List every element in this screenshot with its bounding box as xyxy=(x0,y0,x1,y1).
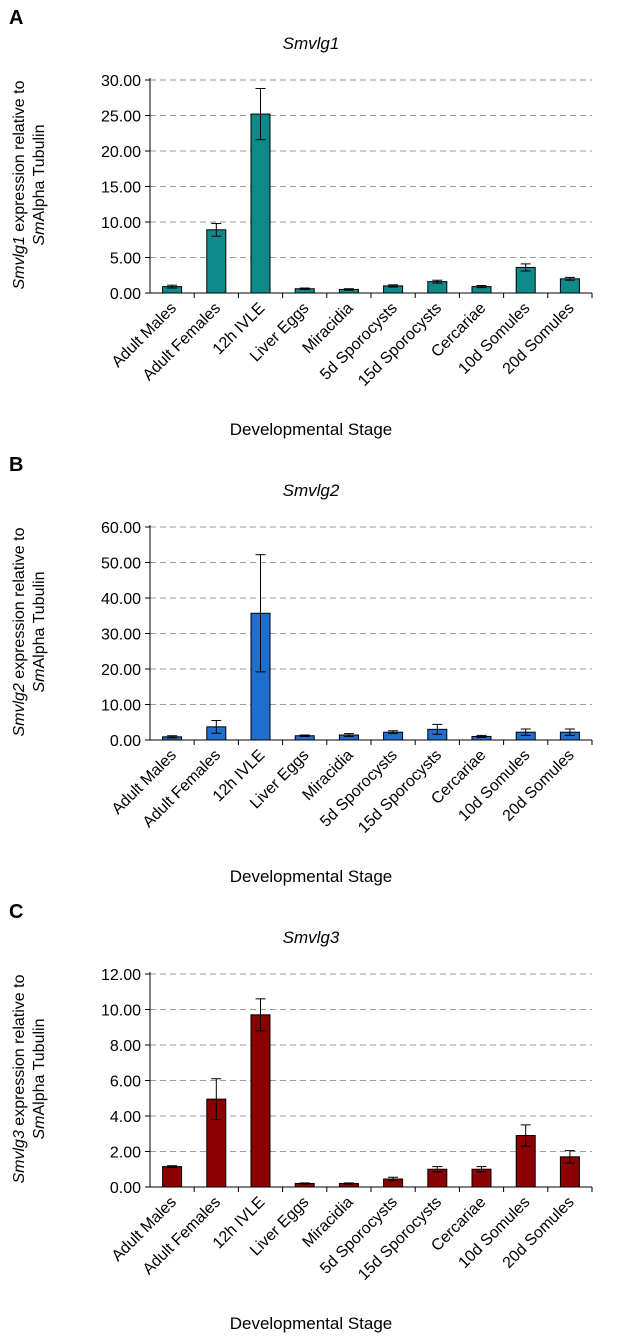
y-axis-label-part-c-2: Sm xyxy=(31,1115,48,1140)
y-axis-label-part-a-1: expression relative to xyxy=(11,80,28,237)
y-tick-label-a-6: 30.00 xyxy=(101,73,141,90)
chart-plot-b: 0.00 10.00 20.00 30.00 40.00 50.00 60.00 Adult … xyxy=(101,520,593,837)
x-tick-label-a-1: Adult Females xyxy=(140,300,224,384)
y-axis-label-part-a-2: Sm xyxy=(31,221,48,246)
panel-label-c: C xyxy=(9,901,24,923)
y-tick-label-c-1: 2.00 xyxy=(110,1145,141,1162)
y-tick-label-a-3: 15.00 xyxy=(101,180,141,197)
y-tick-label-a-1: 5.00 xyxy=(110,251,141,268)
y-tick-label-b-1: 10.00 xyxy=(101,698,141,715)
bar-a-2 xyxy=(250,113,271,294)
y-tick-label-b-4: 40.00 xyxy=(101,591,141,608)
bar-a-1 xyxy=(206,229,227,294)
bar-c-0 xyxy=(162,1166,183,1188)
chart-title-c: Smvlg3 xyxy=(282,928,340,947)
y-tick-label-a-2: 10.00 xyxy=(101,215,141,232)
panel-label-a: A xyxy=(9,7,24,29)
y-axis-label-part-b-0: Smvlg2 xyxy=(11,683,28,737)
y-tick-label-c-2: 4.00 xyxy=(110,1109,141,1126)
y-axis-label-b: Smvlg2 expression relative to SmAlpha Tu… xyxy=(4,507,56,757)
y-axis-label-part-c-1: expression relative to xyxy=(11,974,28,1131)
y-axis-label-part-b-2: Sm xyxy=(31,668,48,693)
y-tick-label-c-5: 10.00 xyxy=(101,1003,141,1020)
chart-title-a: Smvlg1 xyxy=(282,34,340,53)
y-axis-label-part-c-0: Smvlg3 xyxy=(11,1130,28,1184)
panel-label-b: B xyxy=(9,454,24,476)
y-axis-label-part-a-3: Alpha Tubulin xyxy=(31,124,48,222)
y-tick-label-b-5: 50.00 xyxy=(101,556,141,573)
bar-a-9 xyxy=(559,278,580,294)
x-tick-label-c-5: 5d Sporocysts xyxy=(317,1194,401,1278)
x-axis-label-b: Developmental Stage xyxy=(229,867,393,886)
x-tick-label-a-5: 5d Sporocysts xyxy=(317,300,401,384)
x-tick-label-b-1: Adult Females xyxy=(140,747,224,831)
chart-panel-b: 0.00 10.00 20.00 30.00 40.00 50.00 60.00 Adult … xyxy=(0,447,622,894)
x-axis-label-a: Developmental Stage xyxy=(229,420,393,439)
y-tick-label-a-0: 0.00 xyxy=(110,286,141,303)
y-tick-label-a-5: 25.00 xyxy=(101,109,141,126)
chart-title-b: Smvlg2 xyxy=(282,481,340,500)
y-axis-label-part-b-3: Alpha Tubulin xyxy=(31,571,48,669)
bar-c-2 xyxy=(250,1014,271,1188)
y-axis-label-part-a-0: Smvlg1 xyxy=(11,236,28,290)
x-tick-label-b-5: 5d Sporocysts xyxy=(317,747,401,831)
y-tick-label-b-0: 0.00 xyxy=(110,733,141,750)
y-tick-label-c-0: 0.00 xyxy=(110,1180,141,1197)
y-axis-label-part-c-3: Alpha Tubulin xyxy=(31,1018,48,1116)
y-tick-label-c-3: 6.00 xyxy=(110,1074,141,1091)
chart-panel-a: 0.00 5.00 10.00 15.00 20.00 25.00 30.00 Adult M… xyxy=(0,0,622,447)
y-tick-label-b-3: 30.00 xyxy=(101,627,141,644)
y-tick-label-c-4: 8.00 xyxy=(110,1038,141,1055)
y-tick-label-b-6: 60.00 xyxy=(101,520,141,537)
x-axis-label-c: Developmental Stage xyxy=(229,1314,393,1333)
y-tick-label-c-6: 12.00 xyxy=(101,967,141,984)
x-tick-label-c-1: Adult Females xyxy=(140,1194,224,1278)
y-axis-label-part-b-1: expression relative to xyxy=(11,527,28,684)
y-axis-label-a: Smvlg1 expression relative to SmAlpha Tu… xyxy=(4,60,56,310)
y-tick-label-b-2: 20.00 xyxy=(101,662,141,679)
chart-panel-c: 0.00 2.00 4.00 6.00 8.00 10.00 12.00 Adult Male… xyxy=(0,894,622,1341)
y-tick-label-a-4: 20.00 xyxy=(101,144,141,161)
y-axis-label-c: Smvlg3 expression relative to SmAlpha Tu… xyxy=(4,954,56,1204)
